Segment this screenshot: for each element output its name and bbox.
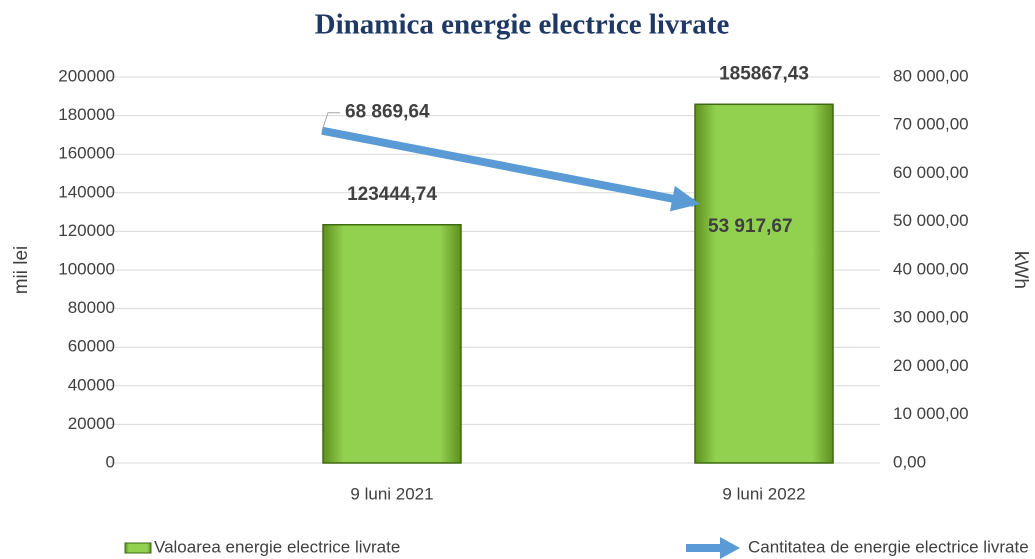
y2-tick-label: 20 000,00	[893, 356, 969, 375]
x-tick-label: 9 luni 2022	[722, 484, 805, 503]
y2-tick-label: 0,00	[893, 452, 926, 471]
y2-tick-label: 40 000,00	[893, 259, 969, 278]
chart-title: Dinamica energie electrice livrate	[315, 9, 730, 41]
y2-tick-label: 30 000,00	[893, 308, 969, 327]
y-tick-label: 200000	[58, 66, 115, 85]
y2-tick-label: 50 000,00	[893, 211, 969, 230]
y-tick-label: 60000	[68, 337, 115, 356]
legend-swatch	[124, 542, 152, 554]
y-tick-label: 20000	[68, 414, 115, 433]
y-tick-label: 40000	[68, 375, 115, 394]
line	[321, 126, 695, 207]
legend-arrow	[720, 537, 740, 559]
y2-tick-label: 10 000,00	[893, 404, 969, 423]
y-tick-label: 100000	[58, 259, 115, 278]
bar	[694, 103, 834, 464]
y2-tick-label: 60 000,00	[893, 163, 969, 182]
arrow-head	[669, 185, 700, 212]
y2-axis-title: kWh	[1010, 251, 1031, 289]
y-tick-label: 120000	[58, 221, 115, 240]
y-tick-label: 180000	[58, 105, 115, 124]
x-tick-label: 9 luni 2021	[350, 484, 433, 503]
y2-tick-label: 70 000,00	[893, 115, 969, 134]
y-tick-label: 0	[106, 452, 115, 471]
data-label: 53 917,67	[708, 216, 793, 237]
legend-label: Cantitatea de energie electrice livrate	[748, 537, 1029, 556]
y-tick-label: 160000	[58, 144, 115, 163]
legend-label: Valoarea energie electrice livrate	[154, 537, 400, 556]
data-label: 185867,43	[719, 63, 809, 84]
y-tick-label: 80000	[68, 298, 115, 317]
y-axis-title: mii lei	[11, 246, 32, 295]
y-tick-label: 140000	[58, 182, 115, 201]
data-label: 123444,74	[347, 184, 437, 205]
leader-line	[321, 112, 340, 131]
y2-tick-label: 80 000,00	[893, 66, 969, 85]
data-label: 68 869,64	[345, 102, 430, 123]
bar	[322, 224, 462, 464]
